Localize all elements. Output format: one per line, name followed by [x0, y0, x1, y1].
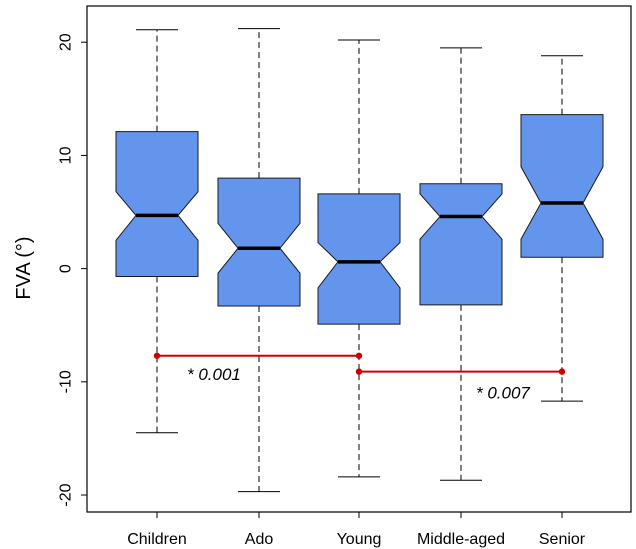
y-axis-label: FVA (°) [13, 236, 35, 299]
comparison-endpoint [558, 368, 566, 375]
x-tick-label: Children [127, 531, 187, 548]
x-tick-label: Middle-aged [417, 531, 505, 548]
y-tick-label: 0 [58, 264, 75, 273]
x-tick-label: Young [337, 531, 382, 548]
box-young [317, 39, 401, 478]
notched-box [317, 193, 401, 325]
notched-box [115, 131, 199, 278]
y-axis: -20 -10 0 10 20 [58, 33, 87, 507]
notched-box [419, 183, 503, 306]
box-senior [520, 55, 604, 402]
comparison-annotations: * 0.001 * 0.007 [153, 352, 566, 403]
comparison-label: * 0.007 [476, 384, 530, 403]
box-ado [217, 28, 301, 493]
notched-box [217, 177, 301, 307]
y-tick-label: -20 [58, 483, 75, 506]
y-tick-label: -10 [58, 370, 75, 393]
box-children [115, 29, 199, 434]
comparison-endpoint [355, 368, 363, 375]
y-tick-label: 20 [58, 33, 75, 51]
comparison-endpoint [153, 352, 161, 359]
x-tick-label: Senior [539, 531, 586, 548]
comparison-1: * 0.001 [153, 352, 363, 384]
box-middle-aged [419, 47, 503, 481]
comparison-2: * 0.007 [355, 368, 566, 403]
comparison-label: * 0.001 [187, 365, 241, 384]
box-series [115, 28, 604, 493]
y-tick-label: 10 [58, 146, 75, 164]
notched-box [520, 114, 604, 258]
comparison-endpoint [355, 352, 363, 359]
x-tick-label: Ado [245, 531, 274, 548]
x-axis: Children Ado Young Middle-aged Senior [127, 512, 586, 548]
